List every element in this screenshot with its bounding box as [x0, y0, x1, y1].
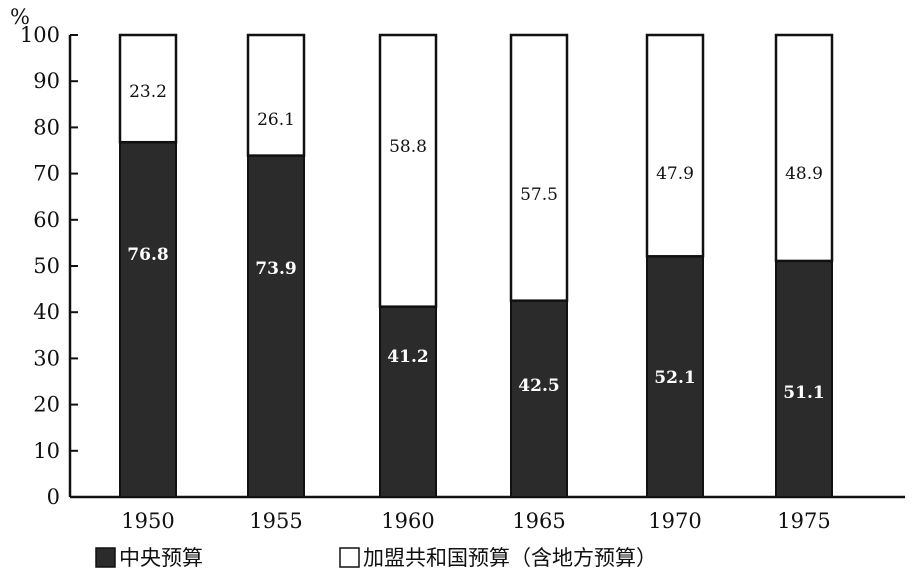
legend-swatch-republic — [339, 547, 360, 568]
x-tick-label: 1975 — [777, 509, 830, 533]
data-label-central: 51.1 — [783, 383, 824, 403]
data-label-republic: 47.9 — [656, 164, 694, 184]
bar-segment-republic — [378, 33, 438, 308]
y-tick-label: 10 — [33, 439, 60, 463]
data-label-republic: 23.2 — [129, 82, 167, 102]
legend: 中央预算 加盟共和国预算（含地方预算） — [95, 546, 657, 570]
y-tick-label: 20 — [33, 393, 60, 417]
data-label-central: 52.1 — [654, 368, 695, 388]
bar-segment-central — [119, 141, 177, 499]
bar-segment-central — [379, 305, 437, 498]
bar-segment-republic — [774, 33, 834, 263]
data-label-republic: 57.5 — [520, 185, 558, 205]
data-label-central: 42.5 — [518, 376, 559, 396]
bars: 76.8 23.2 73.9 26.1 41.2 58.8 42.5 57.5 52.1 47.9… — [118, 33, 834, 499]
x-tick-label: 1950 — [121, 509, 174, 533]
y-tick-label: 40 — [33, 300, 60, 324]
y-tick-label: 30 — [33, 346, 60, 370]
legend-label-central: 中央预算 — [119, 546, 203, 570]
bar-segment-central — [247, 154, 305, 498]
y-tick-label: 100 — [20, 23, 60, 47]
y-tick-label: 70 — [33, 162, 60, 186]
data-label-republic: 26.1 — [257, 110, 295, 130]
data-label-republic: 58.8 — [389, 137, 427, 157]
x-tick-label: 1965 — [512, 509, 565, 533]
y-tick-label: 60 — [33, 208, 60, 232]
y-tick-label: 80 — [33, 115, 60, 139]
x-tick-label: 1970 — [648, 509, 701, 533]
bar-segment-republic — [509, 33, 569, 302]
y-tick-label: 50 — [33, 254, 60, 278]
legend-swatch-central — [95, 547, 116, 568]
y-tick-label: 90 — [33, 69, 60, 93]
legend-label-republic: 加盟共和国预算（含地方预算） — [363, 546, 657, 570]
data-label-central: 73.9 — [255, 259, 296, 279]
data-label-central: 76.8 — [127, 245, 168, 265]
bar-segment-republic — [645, 33, 705, 258]
bar-segment-central — [775, 259, 833, 498]
y-tick-label: 0 — [47, 485, 60, 509]
x-tick-label: 1960 — [381, 509, 434, 533]
axes: 0 10 20 30 40 50 60 70 80 90 100 1950 1955 1960 1965 19… — [20, 23, 905, 533]
data-label-republic: 48.9 — [785, 164, 823, 184]
bar-segment-republic — [118, 33, 178, 144]
y-axis-unit-label: % — [10, 5, 30, 29]
data-label-central: 41.2 — [387, 347, 428, 367]
bar-segment-republic — [246, 33, 306, 157]
x-tick-label: 1955 — [249, 509, 302, 533]
bar-segment-central — [510, 299, 568, 498]
